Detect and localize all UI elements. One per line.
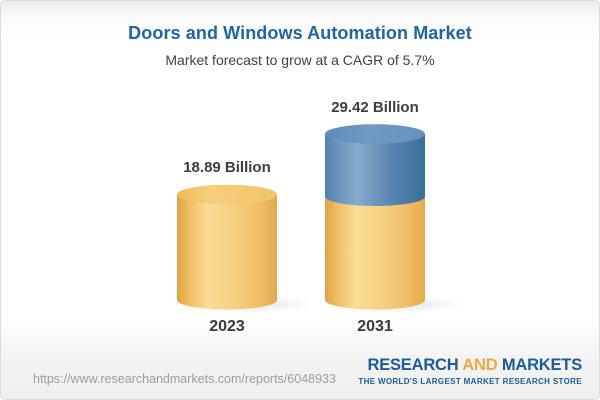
bar-2023-cylinder	[177, 184, 277, 310]
value-label-2023: 18.89 Billion	[183, 159, 271, 176]
logo-wordmark: RESEARCH AND MARKETS	[358, 357, 582, 374]
logo-word-markets: MARKETS	[501, 356, 582, 374]
bar-2031-cylinder	[325, 124, 425, 310]
category-label-2023: 2023	[209, 318, 245, 335]
logo-tagline: THE WORLD'S LARGEST MARKET RESEARCH STOR…	[358, 376, 582, 386]
chart-title: Doors and Windows Automation Market	[128, 23, 472, 43]
category-label-2031: 2031	[357, 318, 393, 335]
logo-word-research: RESEARCH	[367, 356, 459, 374]
logo-word-and: AND	[462, 356, 498, 374]
report-url-link[interactable]: https://www.researchandmarkets.com/repor…	[33, 372, 336, 386]
value-label-2031: 29.42 Billion	[331, 99, 419, 116]
chart-subtitle: Market forecast to grow at a CAGR of 5.7…	[165, 52, 435, 68]
research-and-markets-logo: RESEARCH AND MARKETS THE WORLD'S LARGEST…	[358, 357, 582, 386]
